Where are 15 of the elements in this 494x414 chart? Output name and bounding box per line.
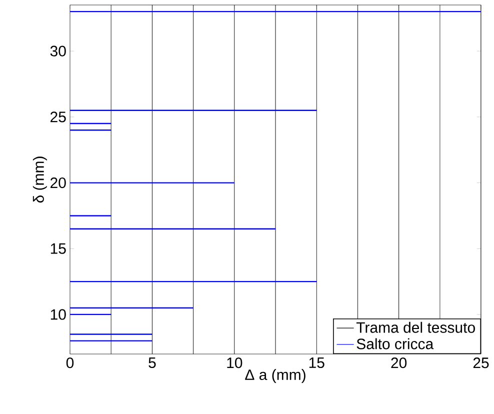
y-tick-label: 10 (50, 309, 66, 320)
x-tick-label: 10 (227, 358, 242, 368)
x-tick-label: 20 (391, 358, 407, 368)
legend-label: Salto cricca (356, 338, 434, 350)
y-tick-label: 30 (50, 46, 66, 56)
x-tick-label: 0 (66, 358, 74, 368)
x-tick-label: 25 (473, 358, 489, 368)
x-axis-title: Δ a (mm) (245, 369, 306, 383)
y-axis-title: δ (mm) (32, 156, 47, 203)
y-tick-label: 25 (50, 112, 66, 122)
x-tick-label: 5 (148, 358, 156, 368)
legend-label: Trama del tessuto (356, 322, 475, 333)
y-tick-label: 15 (50, 243, 66, 254)
x-tick-label: 15 (309, 358, 324, 368)
y-tick-label: 20 (50, 177, 66, 188)
